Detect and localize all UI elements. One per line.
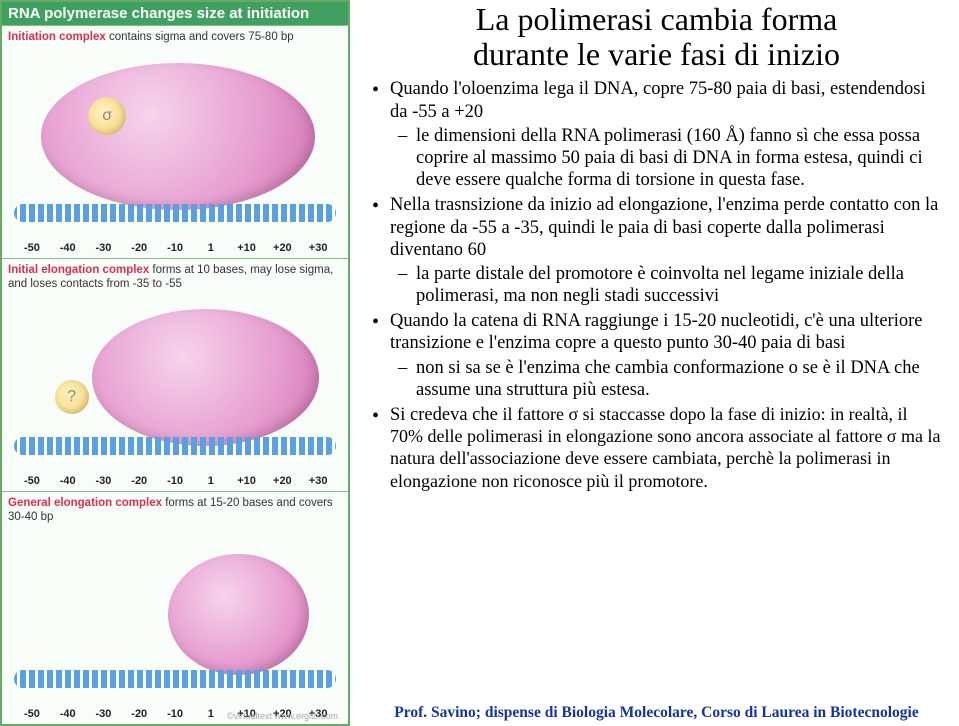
figure-panel-3: General elongation complex forms at 15-2… [2,491,348,724]
polymerase-bubble [92,309,319,446]
position-ruler: -50-40-30-20-101+10+20+30 [14,475,336,487]
caption-highlight: Initiation complex [8,31,106,43]
bullet-text: Quando l'oloenzima lega il DNA, copre 75… [390,79,926,121]
subbullet-text: le dimensioni della RNA polimerasi (160 … [416,126,923,190]
panel-caption: General elongation complex forms at 15-2… [8,496,342,525]
polymerase-bubble [168,554,308,675]
bullet-2: Nella trasnsizione da inizio ad elongazi… [368,194,945,307]
dna-helix [14,437,336,455]
slide-footer: Prof. Savino; dispense di Biologia Molec… [368,704,945,726]
bullet-text: Nella trasnsizione da inizio ad elongazi… [390,195,938,259]
dna-track [14,664,336,694]
subbullet-3-1: non si sa se è l'enzima che cambia confo… [390,357,945,401]
panel-diagram: ? -50-40-30-20-101+10+20+30 [8,294,342,489]
figure-panel-2: Initial elongation complex forms at 10 b… [2,258,348,491]
sigma-question: ? [55,380,89,414]
caption-rest: contains sigma and covers 75-80 bp [106,31,294,43]
dna-helix [14,670,336,688]
figure-banner: RNA polymerase changes size at initiatio… [2,2,348,25]
panel-caption: Initial elongation complex forms at 10 b… [8,263,342,292]
position-ruler: -50-40-30-20-101+10+20+30 [14,242,336,254]
figure-panel-1: Initiation complex contains sigma and co… [2,25,348,258]
polymerase-bubble [41,63,315,210]
bullet-1: Quando l'oloenzima lega il DNA, copre 75… [368,78,945,191]
panel-caption: Initiation complex contains sigma and co… [8,30,342,44]
subbullet-text: non si sa se è l'enzima che cambia confo… [416,358,920,400]
bullet-list: Quando l'oloenzima lega il DNA, copre 75… [368,78,945,495]
bullet-4: Si credeva che il fattore σ si staccasse… [368,404,945,493]
sigma-factor: σ [88,97,126,135]
text-column: La polimerasi cambia forma durante le va… [350,0,959,726]
dna-helix [14,204,336,222]
slide-title: La polimerasi cambia forma durante le va… [368,2,945,72]
bullet-text-a: Si credeva che [390,405,502,425]
dna-track [14,198,336,228]
bullet-3: Quando la catena di RNA raggiunge i 15-2… [368,310,945,401]
title-line-2: durante le varie fasi di inizio [473,36,840,72]
subbullet-1-1: le dimensioni della RNA polimerasi (160 … [390,125,945,192]
dna-track [14,431,336,461]
panel-diagram: σ -50-40-30-20-101+10+20+30 [8,46,342,256]
copyright-note: ©virtualtext www.ergito.com [227,711,338,721]
figure-column: RNA polymerase changes size at initiatio… [0,0,350,726]
subbullet-text: la parte distale del promotore è coinvol… [416,264,904,306]
caption-highlight: Initial elongation complex [8,264,149,276]
panel-diagram: -50-40-30-20-101+10+20+30 ©virtualtext w… [8,527,342,722]
title-line-1: La polimerasi cambia forma [476,1,838,37]
bullet-text: Quando la catena di RNA raggiunge i 15-2… [390,311,922,353]
caption-highlight: General elongation complex [8,497,162,509]
subbullet-2-1: la parte distale del promotore è coinvol… [390,263,945,307]
